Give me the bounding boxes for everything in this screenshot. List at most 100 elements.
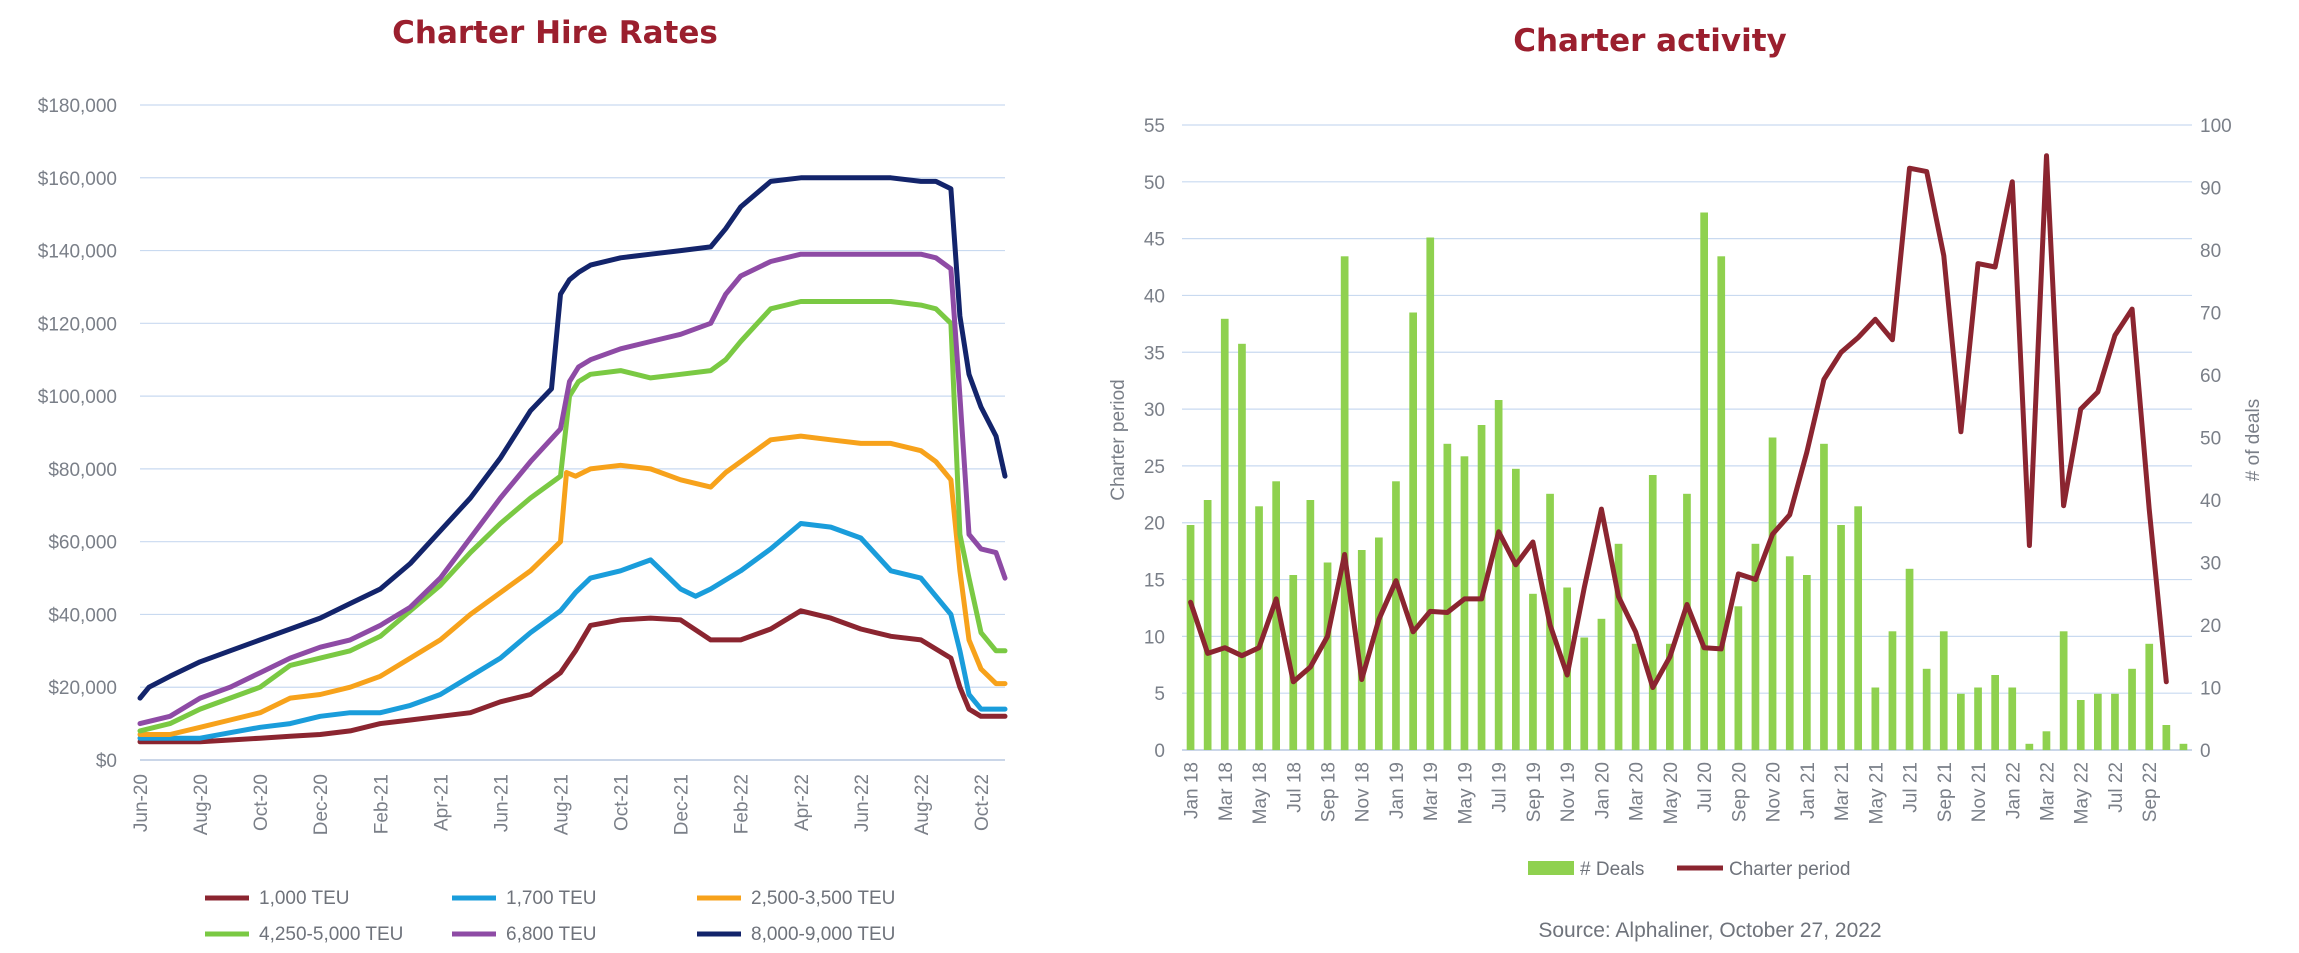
y-tick-label-right: 50 xyxy=(2200,429,2221,450)
deals-bar xyxy=(1957,693,1965,751)
x-tick-label: Aug-20 xyxy=(191,774,212,835)
x-tick-label: Apr-22 xyxy=(792,774,813,831)
y-tick-label-right: 0 xyxy=(2200,741,2211,762)
deals-bar xyxy=(1289,575,1298,750)
deals-bar xyxy=(1426,237,1435,750)
x-tick-label: May 21 xyxy=(1866,762,1887,824)
deals-bar xyxy=(1409,312,1417,750)
deals-bar xyxy=(1666,643,1674,751)
deals-bar xyxy=(1477,425,1486,750)
deals-bar xyxy=(2162,725,2171,750)
deals-bar xyxy=(1734,606,1743,751)
x-tick-label: Jan 18 xyxy=(1182,762,1203,819)
deals-bar xyxy=(1939,631,1948,751)
y-tick-label-right: 60 xyxy=(2200,366,2221,387)
y-tick-label-left: 25 xyxy=(1144,457,1165,478)
series-line xyxy=(137,175,1008,701)
deals-bar xyxy=(2025,743,2034,751)
deals-bar xyxy=(1529,593,1537,751)
chart-title: Charter activity xyxy=(1513,23,1787,59)
y-tick-label: $100,000 xyxy=(38,387,117,408)
x-tick-label: Mar 19 xyxy=(1421,762,1442,821)
y-tick-label-left: 55 xyxy=(1144,116,1165,137)
x-tick-label: Mar 20 xyxy=(1627,762,1648,821)
y-tick-label: $40,000 xyxy=(48,605,117,626)
deals-bar xyxy=(1186,525,1195,750)
y-tick-label-left: 20 xyxy=(1144,514,1165,535)
x-tick-label: May 20 xyxy=(1661,762,1682,824)
x-tick-label: Jun-20 xyxy=(131,774,152,832)
deals-bar xyxy=(1700,212,1708,750)
x-tick-label: Jan 20 xyxy=(1592,762,1613,819)
legend-label: 2,500-3,500 TEU xyxy=(751,888,895,909)
y-tick-label-left: 40 xyxy=(1144,286,1165,307)
chart-title: Charter Hire Rates xyxy=(392,15,718,51)
deals-bar xyxy=(2179,743,2188,751)
y-tick-label: $160,000 xyxy=(38,169,117,190)
deals-bar xyxy=(1340,256,1349,751)
x-tick-label: Oct-22 xyxy=(972,774,993,831)
x-tick-label: Sep 21 xyxy=(1935,762,1956,822)
y-tick-label: $0 xyxy=(96,751,117,772)
x-tick-label: May 22 xyxy=(2072,762,2093,824)
deals-bar xyxy=(1460,456,1469,751)
deals-bar xyxy=(2042,731,2051,751)
source-note: Source: Alphaliner, October 27, 2022 xyxy=(1538,919,1881,942)
deals-bar xyxy=(2076,700,2085,750)
x-tick-label: Feb-22 xyxy=(732,774,753,834)
y-tick-label-left: 0 xyxy=(1154,741,1165,762)
series-line xyxy=(137,433,1008,737)
y-tick-label-left: 50 xyxy=(1144,173,1165,194)
deals-bar xyxy=(1683,493,1691,751)
deals-bar xyxy=(1837,525,1845,750)
legend-label: Charter period xyxy=(1729,859,1850,880)
y-tick-label-left: 15 xyxy=(1144,571,1165,592)
deals-bar xyxy=(1717,256,1726,751)
series-line xyxy=(137,251,1008,727)
legend-label: 4,250-5,000 TEU xyxy=(259,924,403,945)
deals-bar xyxy=(1357,550,1366,750)
x-tick-label: Jul 19 xyxy=(1490,762,1511,813)
y-tick-label-left: 35 xyxy=(1144,343,1165,364)
x-tick-label: Jul 20 xyxy=(1695,762,1716,813)
x-tick-label: May 18 xyxy=(1250,762,1271,824)
deals-bar xyxy=(1580,637,1589,750)
x-tick-label: Feb-21 xyxy=(371,774,392,834)
deals-bar xyxy=(1785,556,1794,751)
y-tick-label-right: 90 xyxy=(2200,179,2221,200)
deals-bar xyxy=(1888,631,1897,751)
deals-bar xyxy=(2111,693,2119,751)
deals-bar xyxy=(1203,500,1212,750)
x-tick-label: Nov 20 xyxy=(1764,762,1785,822)
deals-bar xyxy=(1494,400,1503,750)
series-line xyxy=(137,299,1008,734)
x-tick-label: Mar 22 xyxy=(2038,762,2059,821)
deals-bar xyxy=(1631,643,1640,751)
series-line xyxy=(137,608,1008,745)
x-tick-label: Mar 18 xyxy=(1216,762,1237,821)
y-axis-label-left: Charter period xyxy=(1108,379,1129,500)
y-tick-label-right: 30 xyxy=(2200,554,2221,575)
x-tick-label: Jan 22 xyxy=(2003,762,2024,819)
deals-bar xyxy=(2094,693,2102,751)
x-tick-label: Jul 21 xyxy=(1901,762,1922,813)
legend-label: 8,000-9,000 TEU xyxy=(751,924,895,945)
deals-bar xyxy=(1991,675,1999,750)
y-tick-label-left: 5 xyxy=(1154,684,1165,705)
x-tick-label: Jan 19 xyxy=(1387,762,1408,819)
y-tick-label: $20,000 xyxy=(48,678,117,699)
charter-activity-chart: Charter activity 0510152025303540455055 … xyxy=(1108,23,2264,942)
deals-bar xyxy=(1905,568,1914,751)
deals-bar xyxy=(1803,575,1811,750)
x-tick-label: Mar 21 xyxy=(1832,762,1853,821)
deals-bar xyxy=(1220,318,1229,750)
x-tick-label: Sep 19 xyxy=(1524,762,1545,822)
x-tick-label: May 19 xyxy=(1456,762,1477,824)
deals-bar xyxy=(1922,668,1931,751)
deals-bar xyxy=(1323,562,1332,750)
y-tick-label-right: 70 xyxy=(2200,304,2221,325)
y-tick-label-left: 45 xyxy=(1144,230,1165,251)
y-tick-label: $140,000 xyxy=(38,242,117,263)
x-tick-label: Oct-21 xyxy=(612,774,633,831)
y-tick-label: $60,000 xyxy=(48,533,117,554)
